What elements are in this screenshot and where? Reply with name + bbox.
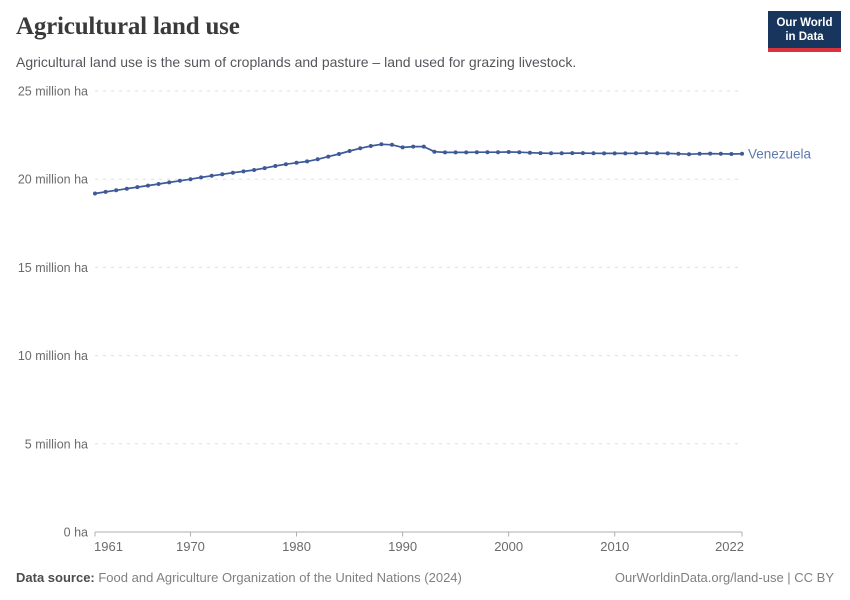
data-point[interactable]: [177, 178, 182, 183]
owid-logo-line2: in Data: [785, 31, 824, 43]
data-point[interactable]: [390, 142, 394, 147]
data-point[interactable]: [326, 154, 331, 159]
data-point[interactable]: [209, 173, 214, 178]
data-point[interactable]: [368, 144, 373, 148]
data-point[interactable]: [199, 175, 204, 180]
data-point[interactable]: [262, 166, 267, 171]
data-point[interactable]: [411, 144, 416, 149]
data-point[interactable]: [220, 172, 225, 177]
x-tick-label: 2000: [494, 539, 523, 554]
page-title: Agricultural land use: [16, 13, 240, 40]
data-point[interactable]: [697, 151, 702, 156]
data-point[interactable]: [273, 164, 278, 168]
data-source-label: Data source:: [16, 570, 95, 585]
data-point[interactable]: [527, 150, 532, 155]
data-point[interactable]: [506, 150, 511, 154]
data-point[interactable]: [538, 151, 543, 156]
owid-logo[interactable]: Our World in Data: [768, 11, 841, 52]
data-point[interactable]: [644, 151, 649, 156]
data-point[interactable]: [623, 151, 628, 156]
data-point[interactable]: [474, 150, 479, 155]
data-point[interactable]: [432, 149, 437, 154]
chart-subtitle: Agricultural land use is the sum of crop…: [16, 54, 577, 70]
data-point[interactable]: [135, 185, 140, 190]
data-point[interactable]: [612, 151, 617, 156]
data-point[interactable]: [687, 152, 691, 157]
data-source-note: Data source: Food and Agriculture Organi…: [16, 570, 462, 585]
data-point[interactable]: [358, 146, 363, 151]
data-point[interactable]: [294, 160, 299, 165]
data-point[interactable]: [549, 151, 554, 156]
data-point[interactable]: [443, 150, 447, 155]
data-point[interactable]: [421, 144, 426, 149]
data-point[interactable]: [517, 150, 522, 155]
data-point[interactable]: [485, 150, 490, 155]
line-series[interactable]: [94, 143, 743, 195]
data-point[interactable]: [655, 151, 660, 156]
data-point[interactable]: [283, 162, 288, 167]
data-point[interactable]: [400, 145, 405, 150]
y-tick-label: 15 million ha: [18, 261, 88, 275]
data-point[interactable]: [496, 150, 500, 155]
y-tick-label: 10 million ha: [18, 349, 88, 363]
y-tick-label: 25 million ha: [18, 85, 88, 99]
data-source-text: Food and Agriculture Organization of the…: [94, 570, 462, 585]
owid-logo-line1: Our World: [776, 17, 833, 29]
data-point[interactable]: [602, 151, 607, 156]
data-point[interactable]: [124, 186, 129, 191]
x-tick-label: 1980: [282, 539, 311, 554]
x-tick-label: 1990: [388, 539, 417, 554]
data-point[interactable]: [252, 168, 257, 172]
data-point[interactable]: [379, 142, 384, 147]
y-tick-label: 20 million ha: [18, 173, 88, 187]
credit-link[interactable]: OurWorldinData.org/land-use | CC BY: [614, 570, 834, 585]
y-tick-label: 5 million ha: [25, 437, 88, 451]
data-point[interactable]: [337, 152, 341, 156]
data-point[interactable]: [167, 180, 172, 185]
data-point[interactable]: [570, 151, 575, 156]
data-point[interactable]: [665, 151, 670, 156]
data-point[interactable]: [633, 151, 638, 156]
data-point[interactable]: [559, 151, 564, 156]
x-tick-label: 2010: [600, 539, 629, 554]
data-point[interactable]: [453, 150, 458, 155]
data-point[interactable]: [729, 152, 734, 156]
x-tick-label: 2022: [715, 539, 744, 554]
data-point[interactable]: [93, 191, 97, 196]
data-point[interactable]: [464, 150, 469, 155]
chart-footer: Data source: Food and Agriculture Organi…: [16, 570, 834, 585]
x-tick-label: 1970: [176, 539, 205, 554]
data-point[interactable]: [591, 151, 596, 156]
y-tick-label: 0 ha: [64, 526, 88, 540]
data-point[interactable]: [315, 157, 320, 162]
data-point[interactable]: [156, 182, 161, 186]
data-point[interactable]: [114, 188, 119, 193]
data-point[interactable]: [580, 151, 585, 156]
data-point[interactable]: [708, 151, 713, 156]
data-point[interactable]: [230, 170, 235, 175]
data-point[interactable]: [347, 149, 352, 153]
data-point[interactable]: [718, 151, 723, 156]
data-point[interactable]: [305, 159, 310, 164]
data-point[interactable]: [676, 151, 681, 156]
data-point[interactable]: [740, 151, 744, 156]
data-point[interactable]: [146, 183, 150, 188]
data-point[interactable]: [103, 189, 108, 194]
data-point[interactable]: [241, 169, 246, 174]
data-point[interactable]: [188, 177, 193, 182]
entity-label[interactable]: Venezuela: [748, 146, 812, 161]
x-tick-label: 1961: [94, 539, 123, 554]
